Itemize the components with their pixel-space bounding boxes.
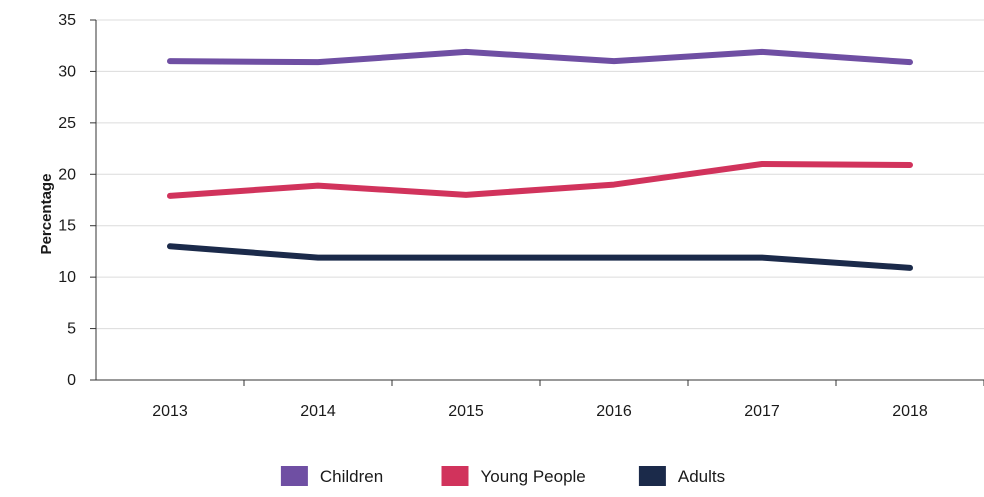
series-line-young-people xyxy=(170,164,910,196)
legend-swatch-children xyxy=(281,466,308,486)
y-tick-label: 10 xyxy=(58,269,76,286)
series-line-children xyxy=(170,52,910,62)
y-tick-label: 0 xyxy=(67,372,76,389)
series-line-adults xyxy=(170,246,910,268)
y-axis-ticks: 0 5 10 15 20 25 30 35 xyxy=(58,12,96,389)
legend-label-young-people: Young People xyxy=(481,467,586,486)
legend-label-adults: Adults xyxy=(678,467,725,486)
series-lines xyxy=(170,52,910,268)
y-tick-label: 15 xyxy=(58,218,76,235)
x-tick-label: 2015 xyxy=(448,403,484,420)
x-tick-label: 2016 xyxy=(596,403,632,420)
legend-swatch-young-people xyxy=(442,466,469,486)
gridlines xyxy=(96,20,984,329)
y-tick-label: 5 xyxy=(67,321,76,338)
y-tick-label: 20 xyxy=(58,166,76,183)
legend-label-children: Children xyxy=(320,467,383,486)
x-axis-ticks: 2013 2014 2015 2016 2017 2018 xyxy=(152,380,984,420)
axes xyxy=(96,20,984,380)
x-tick-label: 2017 xyxy=(744,403,780,420)
y-tick-label: 30 xyxy=(58,63,76,80)
y-tick-label: 25 xyxy=(58,115,76,132)
x-tick-label: 2013 xyxy=(152,403,188,420)
y-axis-label: Percentage xyxy=(38,174,55,255)
x-tick-label: 2018 xyxy=(892,403,928,420)
legend-swatch-adults xyxy=(639,466,666,486)
x-tick-label: 2014 xyxy=(300,403,336,420)
legend: Children Young People Adults xyxy=(281,466,725,486)
y-tick-label: 35 xyxy=(58,12,76,29)
